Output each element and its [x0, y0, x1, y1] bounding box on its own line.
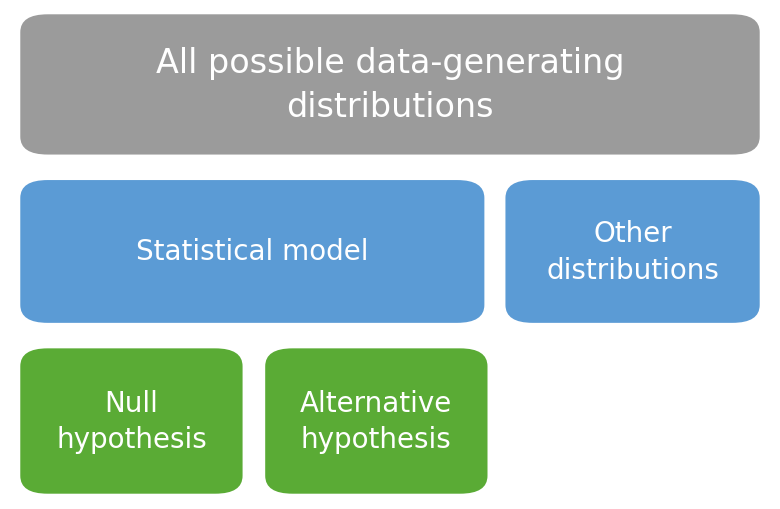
Text: Alternative
hypothesis: Alternative hypothesis — [300, 389, 452, 454]
FancyBboxPatch shape — [20, 15, 760, 155]
Text: Null
hypothesis: Null hypothesis — [56, 389, 207, 454]
FancyBboxPatch shape — [265, 349, 488, 494]
Text: All possible data-generating
distributions: All possible data-generating distributio… — [156, 47, 624, 123]
FancyBboxPatch shape — [505, 181, 760, 323]
FancyBboxPatch shape — [20, 349, 243, 494]
FancyBboxPatch shape — [20, 181, 484, 323]
Text: Other
distributions: Other distributions — [546, 219, 719, 285]
Text: Statistical model: Statistical model — [136, 238, 369, 266]
